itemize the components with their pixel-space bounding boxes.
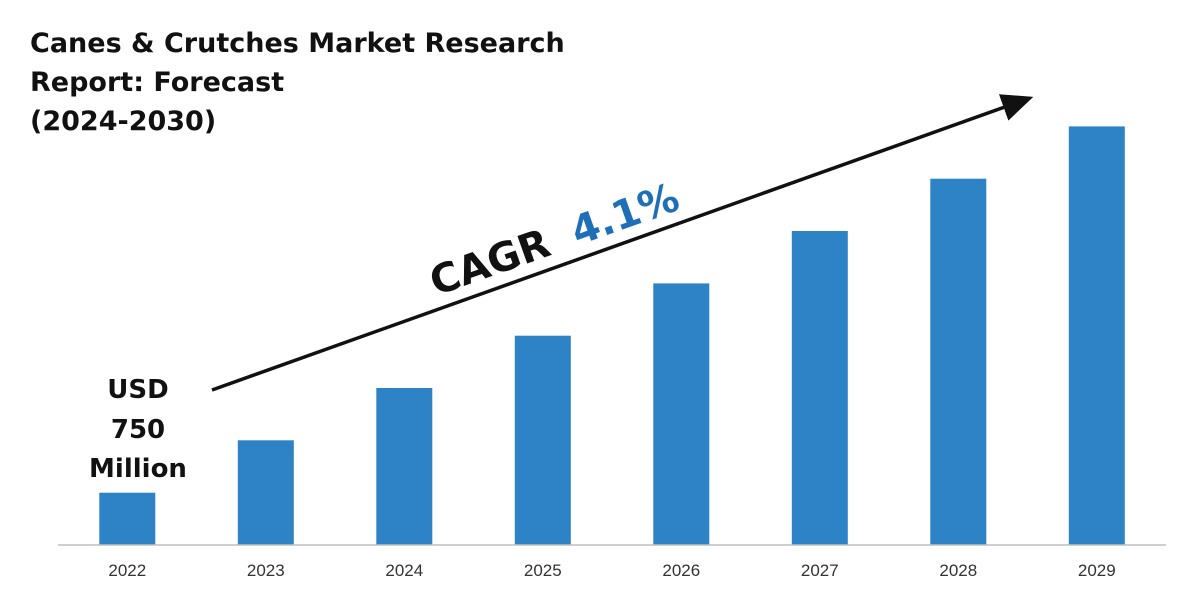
chart-title-line-1: Canes & Crutches Market Research (30, 28, 565, 59)
x-tick-label-2025: 2025 (524, 561, 562, 580)
bar-2022 (99, 492, 156, 545)
x-axis-tick-labels: 2022 2023 2024 2025 2026 2027 2028 2029 (108, 561, 1115, 580)
bar-2029 (1068, 126, 1125, 546)
start-value-line-3: Million (89, 454, 187, 484)
start-value-line-1: USD (107, 375, 168, 405)
bar-2025 (514, 335, 571, 545)
chart-title: Canes & Crutches Market Research Report:… (30, 28, 565, 137)
cagr-annotation: CAGR 4.1% (424, 175, 685, 306)
bar-2023 (237, 440, 294, 545)
x-tick-label-2028: 2028 (939, 561, 977, 580)
x-tick-label-2027: 2027 (801, 561, 839, 580)
chart-title-line-2: Report: Forecast (30, 67, 284, 98)
x-tick-label-2026: 2026 (662, 561, 700, 580)
chart-title-line-3: (2024-2030) (30, 106, 216, 137)
growth-trend-arrow (211, 94, 1034, 392)
x-tick-label-2024: 2024 (385, 561, 423, 580)
bar-2027 (791, 231, 848, 545)
start-value-line-2: 750 (111, 415, 165, 445)
x-tick-label-2029: 2029 (1078, 561, 1116, 580)
x-tick-label-2022: 2022 (108, 561, 146, 580)
bar-2024 (376, 388, 433, 545)
x-tick-label-2023: 2023 (247, 561, 285, 580)
bar-2028 (930, 178, 987, 545)
bar-2026 (653, 283, 710, 545)
bars (99, 126, 1125, 546)
start-value-annotation: USD 750 Million (89, 375, 187, 484)
cagr-label: CAGR (424, 221, 556, 306)
